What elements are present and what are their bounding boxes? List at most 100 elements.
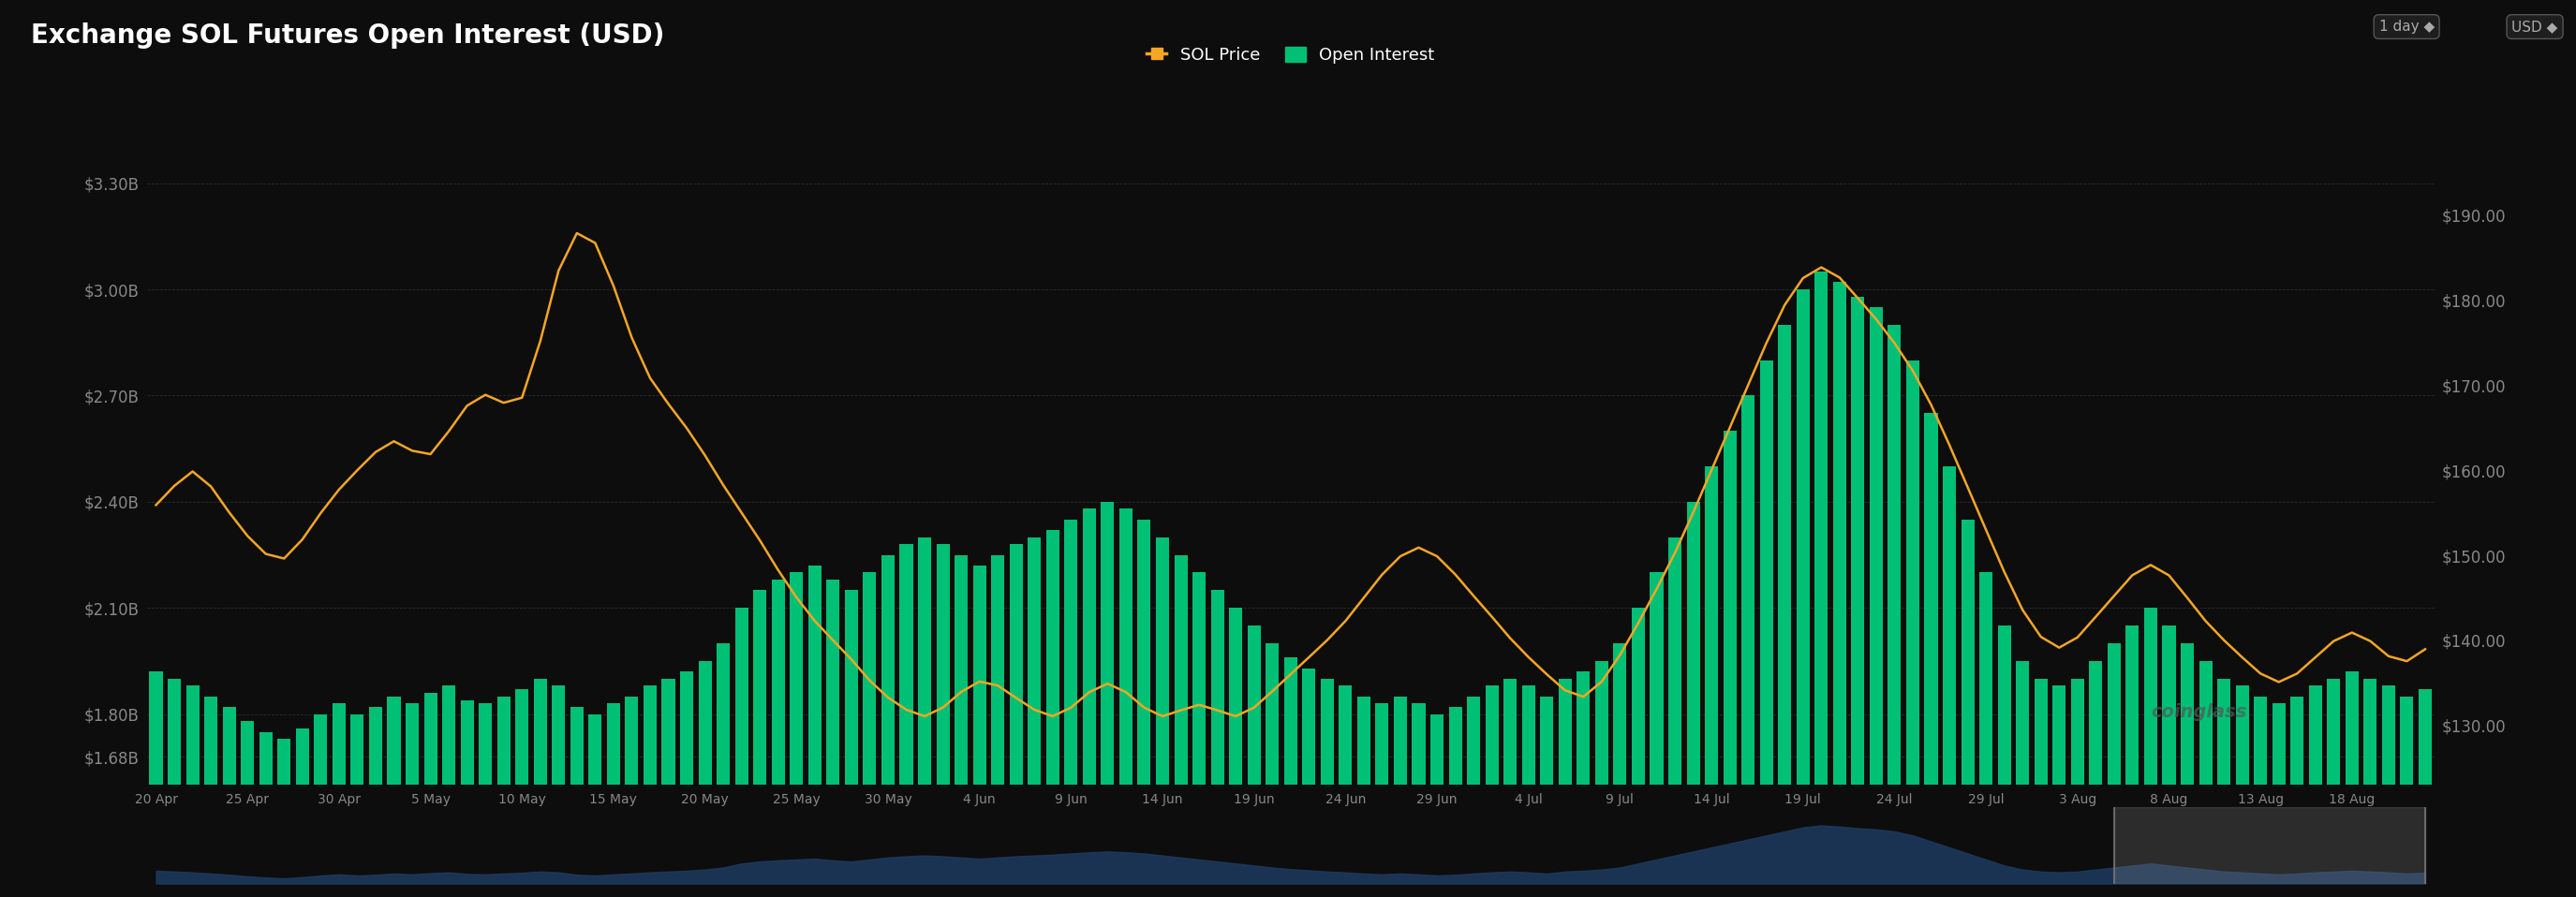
Bar [1759,360,1772,897]
Bar [1139,519,1151,897]
Bar [662,679,675,897]
Bar [2125,625,2138,897]
Bar [917,537,930,897]
Text: 1 day ◆: 1 day ◆ [2378,20,2434,34]
Bar [1723,431,1736,897]
Legend: SOL Price, Open Interest: SOL Price, Open Interest [1146,47,1435,64]
Bar [1888,325,1901,897]
Bar [1157,537,1170,897]
Bar [2017,661,2030,897]
Bar [644,686,657,897]
Bar [809,565,822,897]
Bar [2290,696,2303,897]
Bar [1394,696,1406,897]
Text: coinglass: coinglass [2151,703,2246,721]
Bar [1283,658,1298,897]
Bar [332,703,345,897]
Bar [1558,679,1571,897]
Bar [956,555,969,897]
Bar [1540,696,1553,897]
Bar [992,555,1005,897]
Bar [1960,519,1973,897]
Bar [1321,679,1334,897]
Bar [2161,625,2177,897]
Bar [1978,572,1994,897]
Bar [404,703,420,897]
Bar [1064,519,1077,897]
Bar [1121,509,1133,897]
Bar [204,696,216,897]
Bar [386,696,399,897]
Bar [479,703,492,897]
Bar [2053,686,2066,897]
Bar [2236,686,2249,897]
Bar [260,732,273,897]
Text: USD ◆: USD ◆ [2512,20,2558,34]
Bar [1229,608,1242,897]
Bar [881,555,894,897]
Bar [1028,537,1041,897]
Bar [1834,283,1847,897]
Bar [1010,544,1023,897]
Bar [1193,572,1206,897]
Bar [2401,696,2414,897]
Bar [2143,608,2156,897]
Bar [1651,572,1664,897]
Bar [1687,501,1700,897]
Bar [2383,686,2396,897]
Bar [2071,679,2084,897]
Bar [461,700,474,897]
Bar [1100,501,1115,897]
Bar [2089,661,2102,897]
Bar [2218,679,2231,897]
Bar [533,679,546,897]
Bar [185,686,198,897]
Bar [791,572,804,897]
Bar [515,689,528,897]
Bar [2365,679,2378,897]
Bar [1486,686,1499,897]
Bar [935,544,951,897]
Bar [296,728,309,897]
Bar [278,739,291,897]
Text: Exchange SOL Futures Open Interest (USD): Exchange SOL Futures Open Interest (USD) [31,22,665,48]
Bar [569,707,585,897]
Bar [1522,686,1535,897]
Bar [2254,696,2267,897]
Bar [1996,625,2012,897]
Bar [1924,414,1937,897]
Bar [551,686,564,897]
Bar [698,661,711,897]
Bar [350,714,363,897]
Bar [2419,689,2432,897]
Bar [1613,643,1625,897]
Bar [1942,466,1955,897]
Bar [1669,537,1682,897]
Bar [716,643,729,897]
Bar [314,714,327,897]
Bar [1705,466,1718,897]
Bar [1412,703,1425,897]
Bar [222,707,237,897]
Bar [974,565,987,897]
Bar [1376,703,1388,897]
Bar [368,707,381,897]
Bar [497,696,510,897]
Bar [1795,290,1808,897]
Bar [2115,807,2424,884]
Bar [2035,679,2048,897]
Bar [1577,672,1589,897]
Bar [1046,530,1059,897]
Bar [2182,643,2195,897]
Bar [1906,360,1919,897]
Bar [734,608,747,897]
Bar [2107,643,2120,897]
Bar [1741,396,1754,897]
Bar [1430,714,1443,897]
Bar [425,692,438,897]
Bar [1448,707,1461,897]
Bar [1265,643,1278,897]
Bar [1595,661,1607,897]
Bar [2272,703,2285,897]
Bar [167,679,180,897]
